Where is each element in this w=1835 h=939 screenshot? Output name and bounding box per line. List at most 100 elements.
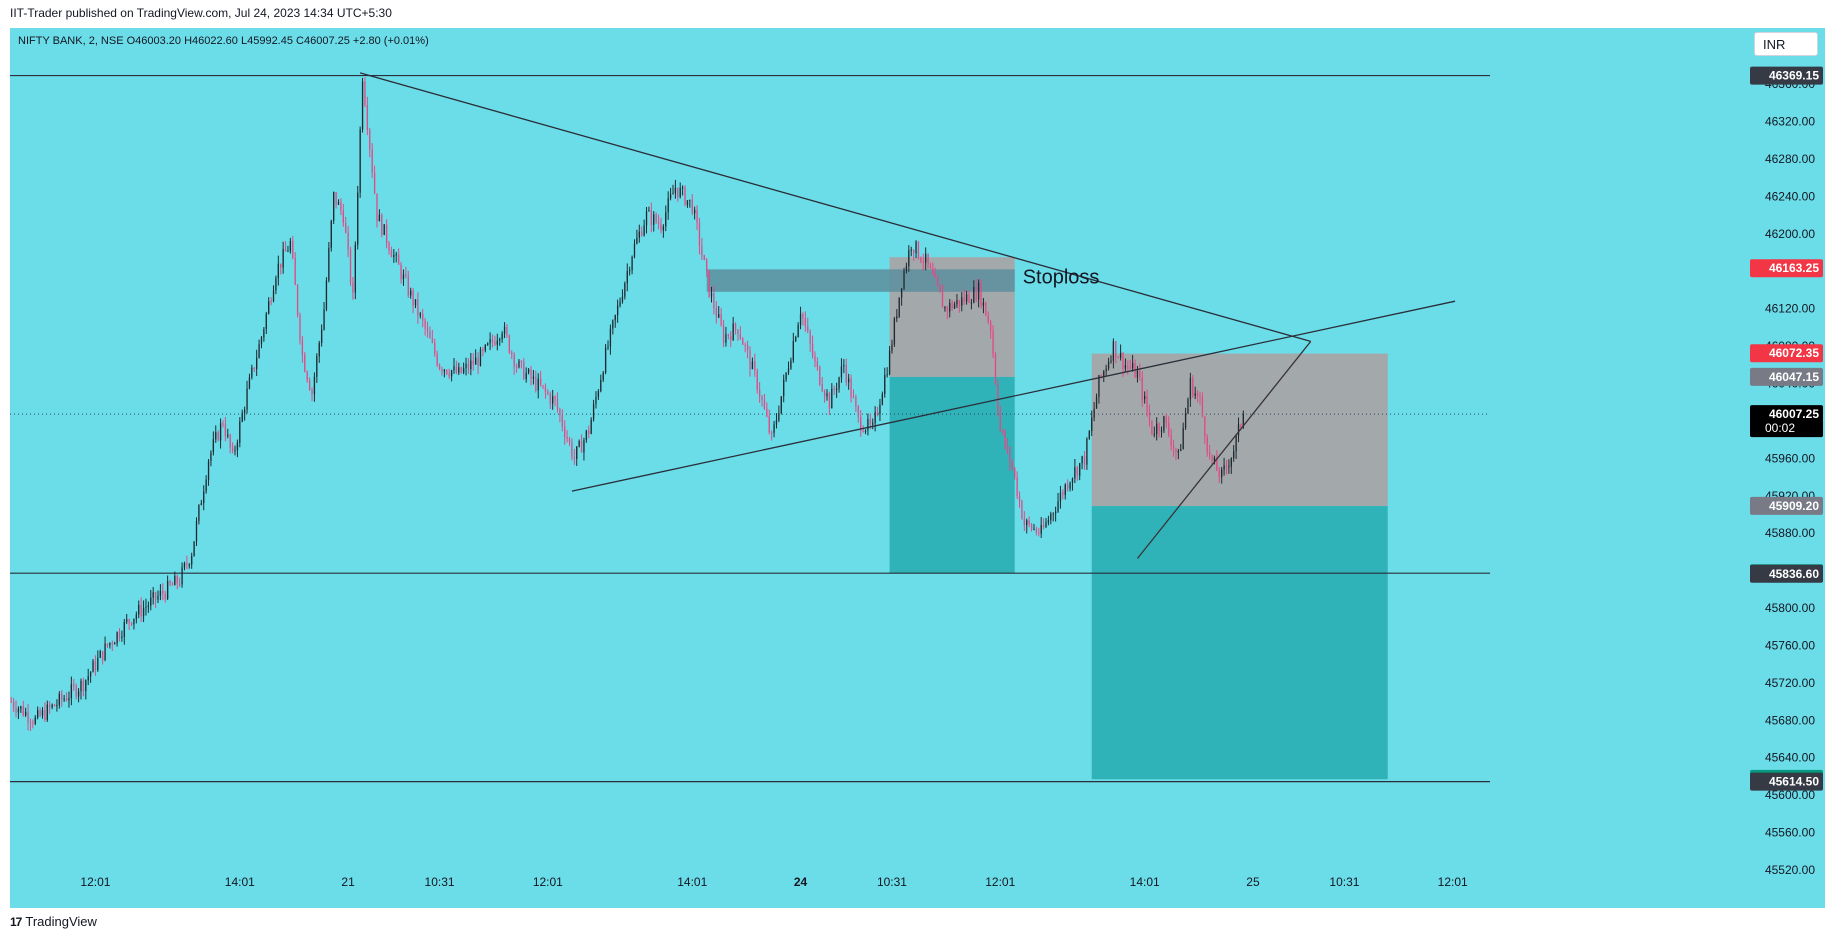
- zone-teal-1: [889, 376, 1015, 574]
- x-tick-label: 25: [1246, 875, 1260, 889]
- candle-body: [224, 424, 227, 437]
- candle-body: [157, 595, 159, 600]
- x-tick-label: 14:01: [225, 875, 255, 889]
- candle-body: [352, 282, 354, 293]
- candle-body: [453, 366, 455, 371]
- candle-body: [1189, 378, 1192, 400]
- candle-body: [441, 369, 443, 372]
- candle-body: [422, 313, 424, 321]
- candle-body: [234, 450, 236, 452]
- candle-body: [645, 211, 648, 226]
- candle-body: [754, 361, 756, 371]
- candle-body: [1115, 341, 1117, 358]
- candle-body: [147, 605, 150, 607]
- candle-body: [470, 360, 472, 370]
- candle-body: [277, 263, 279, 279]
- candle-body: [963, 297, 965, 302]
- candle-body: [905, 266, 908, 271]
- candle-body: [987, 315, 989, 323]
- candle-body: [1006, 446, 1009, 448]
- candle-body: [1184, 413, 1187, 428]
- candle-body: [879, 404, 881, 415]
- candle-body: [94, 661, 97, 670]
- candle-body: [1069, 482, 1071, 489]
- candle-body: [1201, 397, 1204, 417]
- candle-body: [1112, 341, 1115, 361]
- candle-body: [1095, 396, 1098, 409]
- candle-body: [850, 378, 852, 398]
- publication-header: IIT-Trader published on TradingView.com,…: [10, 6, 392, 20]
- candle-body: [821, 384, 823, 392]
- footer-brand[interactable]: 17 TradingView: [10, 914, 97, 929]
- candle-body: [37, 710, 39, 718]
- candle-body: [496, 340, 498, 345]
- candle-body: [1230, 458, 1232, 467]
- candle-body: [778, 413, 780, 421]
- candle-body: [922, 261, 924, 263]
- candle-body: [104, 643, 106, 660]
- x-tick-label: 24: [794, 875, 808, 889]
- y-tick-label: 45720.00: [1765, 676, 1815, 690]
- candle-body: [405, 274, 407, 277]
- candle-body: [511, 352, 513, 355]
- candle-body: [412, 290, 414, 306]
- candle-body: [811, 343, 814, 356]
- candle-body: [845, 365, 847, 383]
- candle-body: [980, 282, 982, 306]
- candle-body: [133, 618, 135, 625]
- candle-body: [864, 430, 867, 432]
- candle-body: [29, 722, 32, 724]
- candle-body: [677, 187, 679, 197]
- candle-body: [465, 363, 467, 369]
- x-tick-label: 12:01: [1438, 875, 1468, 889]
- candle-body: [41, 710, 44, 716]
- price-tag-box: [1750, 496, 1823, 515]
- trend-line-1: [571, 300, 1456, 492]
- candle-body: [1054, 511, 1057, 514]
- y-tick-label: 45880.00: [1765, 526, 1815, 540]
- candle-body: [857, 406, 859, 417]
- candle-body: [706, 260, 708, 271]
- candle-body: [385, 224, 388, 244]
- candle-body: [1042, 524, 1045, 528]
- candle-body: [910, 249, 912, 251]
- candle-body: [424, 320, 426, 329]
- candle-body: [501, 333, 503, 340]
- y-tick-label: 45800.00: [1765, 601, 1815, 615]
- candlestick-chart[interactable]: Stoploss46400.0046360.0046320.0046280.00…: [10, 28, 1825, 908]
- candle-body: [1208, 452, 1211, 455]
- candle-body: [349, 249, 352, 283]
- candle-body: [1026, 520, 1028, 526]
- candle-body: [544, 386, 547, 392]
- candle-body: [70, 684, 73, 698]
- candle-body: [799, 313, 802, 325]
- candle-body: [22, 706, 24, 716]
- candle-body: [612, 320, 614, 329]
- candle-body: [169, 581, 171, 585]
- candle-body: [361, 81, 364, 130]
- candle-body: [1216, 457, 1218, 471]
- chart-area[interactable]: Stoploss46400.0046360.0046320.0046280.00…: [10, 28, 1825, 908]
- candle-body: [949, 302, 951, 312]
- candle-body: [123, 621, 125, 637]
- currency-button[interactable]: INR: [1754, 32, 1818, 56]
- candle-body: [636, 237, 638, 244]
- candle-body: [1213, 457, 1216, 461]
- candle-body: [1237, 424, 1240, 436]
- candle-body: [248, 377, 251, 389]
- price-tag-box: [1750, 405, 1823, 438]
- candle-body: [518, 360, 520, 368]
- candle-body: [1002, 430, 1004, 433]
- candle-body: [381, 214, 383, 235]
- candle-body: [1071, 478, 1074, 483]
- candle-body: [888, 350, 891, 375]
- candle-body: [679, 187, 681, 197]
- candle-body: [749, 350, 751, 370]
- candle-body: [383, 224, 385, 235]
- candle-body: [785, 372, 787, 380]
- candle-body: [508, 335, 511, 353]
- candle-body: [1100, 375, 1103, 377]
- candle-body: [1110, 360, 1112, 362]
- candle-body: [689, 199, 691, 201]
- candle-body: [371, 149, 373, 173]
